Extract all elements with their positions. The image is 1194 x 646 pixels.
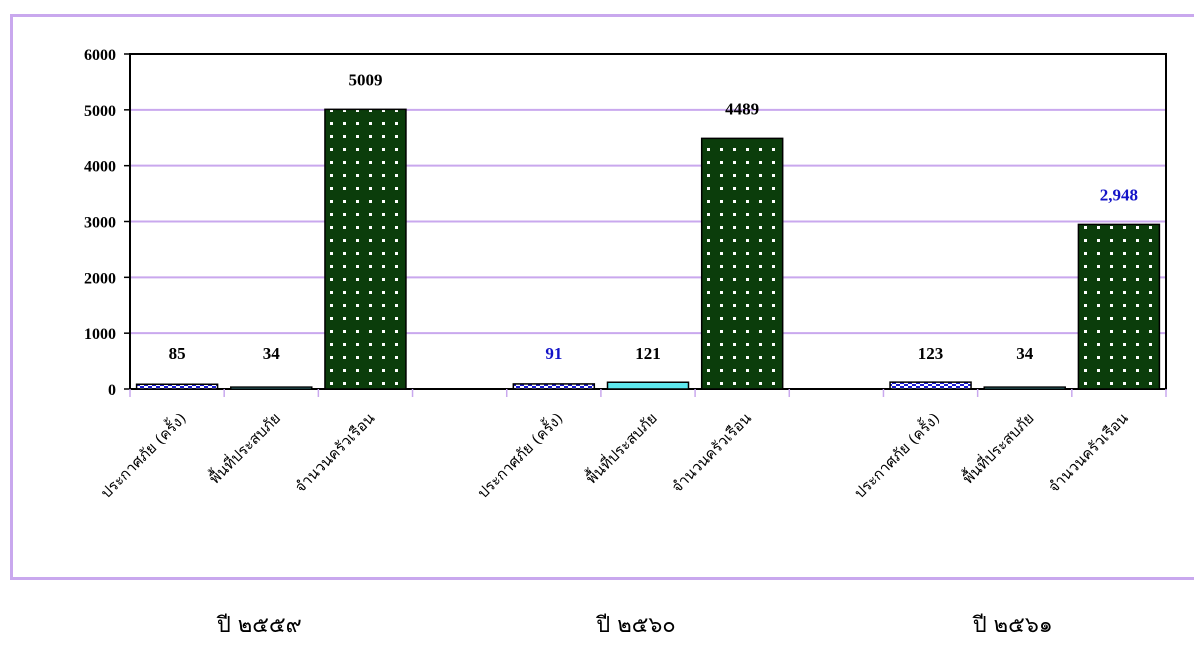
bar — [983, 386, 1066, 390]
category-label: จำนวนครัวเรือน — [668, 409, 755, 496]
bar — [606, 381, 690, 390]
data-label: 5009 — [348, 70, 382, 89]
y-tick-label: 3000 — [84, 215, 116, 232]
y-tick-label: 2000 — [84, 270, 116, 287]
y-tick-label: 6000 — [84, 47, 116, 64]
chart-frame — [10, 14, 1194, 580]
bar — [230, 386, 313, 390]
bar — [324, 108, 407, 390]
bar — [512, 383, 596, 390]
year-label: ปี ๒๕๖๑ — [972, 613, 1053, 638]
category-label: พื้นที่ประสบภัย — [581, 408, 661, 488]
category-label: จำนวนครัวเรือน — [1045, 409, 1132, 496]
category-label: พื้นที่ประสบภัย — [958, 408, 1038, 488]
y-tick-label: 1000 — [84, 326, 116, 343]
bar — [135, 383, 219, 390]
y-tick-label: 0 — [108, 382, 116, 399]
data-label: 123 — [918, 344, 944, 363]
category-label: ประกาศภัย (ครั้ง) — [96, 408, 190, 502]
category-label: ประกาศภัย (ครั้ง) — [849, 408, 943, 502]
bar — [889, 381, 972, 390]
category-label: ประกาศภัย (ครั้ง) — [472, 408, 566, 502]
data-label: 34 — [1016, 344, 1034, 363]
bar — [700, 137, 784, 390]
bar — [1077, 223, 1161, 390]
data-label: 2,948 — [1100, 185, 1138, 204]
data-label: 121 — [635, 344, 661, 363]
data-label: 34 — [263, 344, 281, 363]
data-label: 91 — [545, 344, 562, 363]
year-label: ปี ๒๕๖๐ — [595, 613, 676, 638]
year-label: ปี ๒๕๕๙ — [216, 613, 302, 638]
data-label: 4489 — [725, 99, 759, 118]
y-tick-label: 5000 — [84, 103, 116, 120]
data-label: 85 — [169, 344, 186, 363]
category-label: จำนวนครัวเรือน — [291, 409, 378, 496]
category-label: พื้นที่ประสบภัย — [204, 408, 284, 488]
y-tick-label: 4000 — [84, 159, 116, 176]
